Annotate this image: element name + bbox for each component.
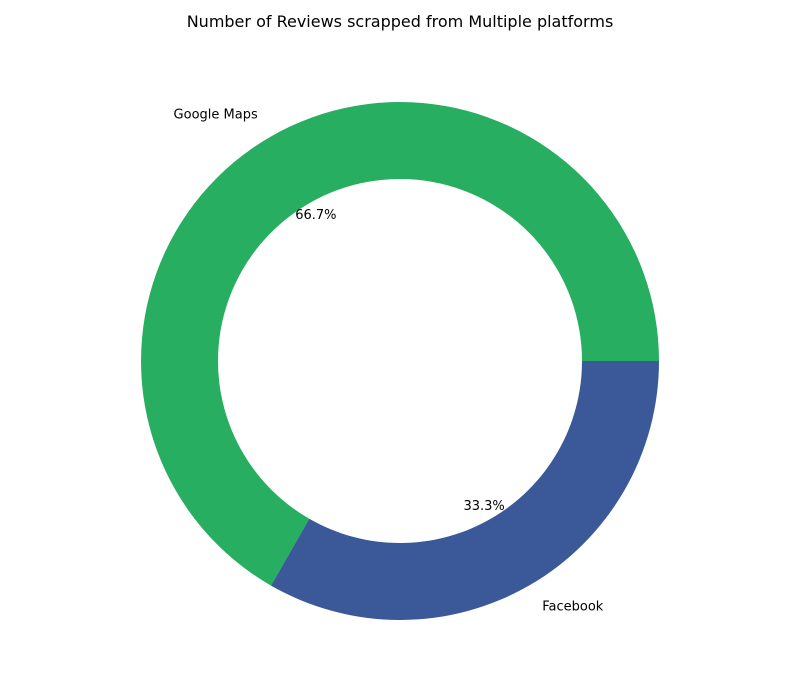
slice-google-maps xyxy=(140,101,660,586)
slices-layer xyxy=(140,101,660,620)
labels-layer: 66.7% Google Maps 33.3% Facebook xyxy=(174,108,604,615)
slice-category-label: Google Maps xyxy=(174,108,258,123)
slice-facebook xyxy=(270,361,659,620)
slice-percent-label: 33.3% xyxy=(463,499,504,514)
slice-percent-label: 66.7% xyxy=(295,208,336,223)
slice-category-label: Facebook xyxy=(542,599,604,614)
chart-title: Number of Reviews scrapped from Multiple… xyxy=(186,12,614,31)
